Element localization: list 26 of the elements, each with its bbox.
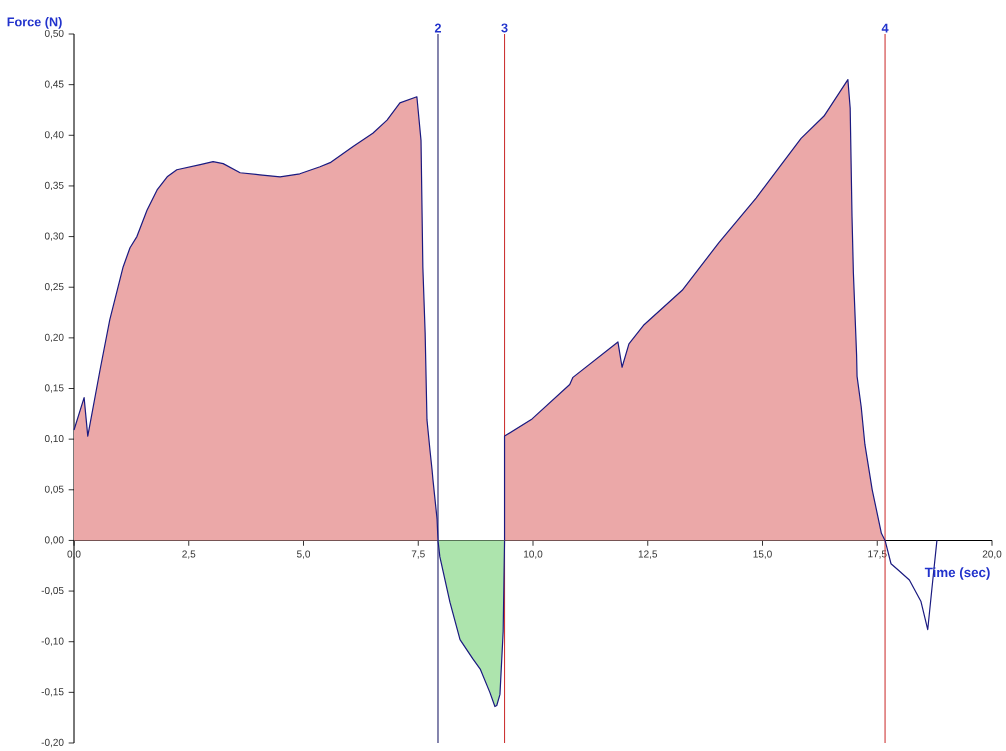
x-tick-label: 2,5 [182, 550, 196, 559]
annotation: 3 [501, 23, 508, 33]
y-tick-label: 0,00 [44, 536, 64, 545]
y-tick-label: 0,05 [44, 485, 64, 494]
y-tick-label: 0,35 [44, 181, 64, 191]
y-tick-label: 0,25 [44, 283, 64, 292]
x-tick-label: 15,0 [753, 550, 772, 559]
y-tick-label: 0,30 [44, 232, 64, 241]
y-tick-label: 0,40 [44, 131, 64, 140]
y-tick-label: 0,15 [44, 384, 64, 393]
y-tick-label: 0,10 [44, 435, 64, 444]
y-tick-label: -0,05 [41, 586, 64, 596]
x-tick-label: 5,0 [296, 550, 311, 559]
x-tick-label: 10,0 [524, 550, 543, 559]
x-tick-label: 20,0 [982, 550, 1002, 559]
y-tick-label: 0,20 [44, 333, 64, 342]
y-tick-label: -0,20 [41, 738, 64, 748]
y-tick-label: -0,15 [41, 688, 64, 697]
annotation: 4 [881, 23, 889, 33]
y-tick-label: -0,10 [41, 637, 64, 646]
y-axis-title: Force (N) [7, 17, 62, 29]
y-tick-label: 0,50 [44, 29, 64, 39]
x-tick-label: 12,5 [638, 550, 658, 559]
annotation: 2 [434, 23, 442, 33]
x-tick-label: 7,5 [411, 550, 425, 559]
y-tick-label: 0,45 [44, 80, 64, 89]
